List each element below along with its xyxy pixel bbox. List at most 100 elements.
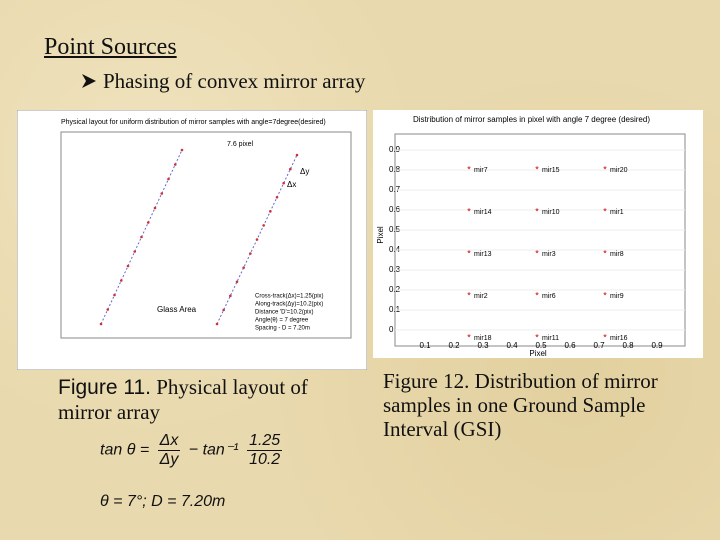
y-tick-label: 0.1: [389, 305, 401, 314]
sample-label: mir6: [542, 293, 556, 300]
sample-marker: *: [603, 206, 607, 216]
x-tick-label: 0.8: [622, 341, 634, 350]
y-tick-label: 0.2: [389, 285, 401, 294]
mirror-dot: [133, 250, 137, 253]
x-tick-label: 0.2: [448, 341, 460, 350]
legend-line: Cross-track(Δx)=1.25(pix): [255, 294, 324, 300]
eq-den: 10.2: [249, 451, 281, 468]
sample-label: mir15: [542, 167, 560, 174]
equation: θ = 7°; D = 7.20m: [100, 493, 226, 510]
annotation: Δx: [287, 180, 296, 189]
mirror-dot: [289, 167, 292, 171]
x-tick-label: 0.7: [593, 341, 605, 350]
mirror-dot: [160, 192, 164, 195]
mirror-dot: [99, 322, 103, 326]
mirror-dot: [173, 163, 177, 166]
sample-label: mir1: [610, 209, 624, 216]
x-tick-label: 0.1: [419, 341, 431, 350]
sample-marker: *: [603, 290, 607, 300]
sample-marker: *: [467, 290, 471, 300]
y-tick-label: 0: [389, 325, 394, 334]
caption-text: Distribution of mirror samples in one Gr…: [383, 369, 658, 441]
mirror-dot: [262, 224, 265, 227]
mirror-dot: [106, 308, 110, 311]
mirror-dot: [269, 210, 272, 213]
mirror-dot: [242, 266, 245, 269]
caption-text: Physical layout of mirror array: [58, 375, 308, 424]
y-tick-label: 0.6: [389, 205, 401, 214]
caption: Figure 12. Distribution of mirror sample…: [383, 369, 693, 441]
sample-label: mir16: [610, 335, 628, 342]
x-tick-label: 0.4: [506, 341, 518, 350]
sample-label: mir8: [610, 251, 624, 258]
sample-marker: *: [467, 248, 471, 258]
eq-num: Δx: [157, 432, 181, 451]
sample-marker: *: [535, 290, 539, 300]
sample-label: mir13: [474, 251, 492, 258]
sample-marker: *: [603, 164, 607, 174]
y-tick-label: 0.5: [389, 225, 401, 234]
sample-marker: *: [467, 206, 471, 216]
y-tick-label: 0.7: [389, 185, 401, 194]
mirror-dot: [180, 148, 184, 152]
legend-line: Angle(θ) = 7 degree: [255, 318, 309, 324]
mirror-dot: [140, 235, 143, 239]
equation: tan θ = Δx Δy − tan⁻¹ 1.25 10.2: [100, 432, 286, 469]
legend-line: Along-track(Δy)=10.2(pix): [255, 302, 323, 308]
mirror-dot: [119, 279, 123, 282]
sample-marker: *: [535, 164, 539, 174]
sample-label: mir9: [610, 293, 624, 300]
caption: Figure 11. Physical layout of mirror arr…: [58, 375, 358, 424]
mirror-dot: [235, 280, 239, 284]
figure-12-image: Distribution of mirror samples in pixel …: [373, 110, 703, 358]
sample-marker: *: [603, 248, 607, 258]
mirror-dot: [295, 153, 299, 157]
mirror-dot: [113, 293, 116, 297]
mirror-dot: [275, 195, 279, 199]
x-tick-label: 0.9: [651, 341, 663, 350]
mirror-dot: [215, 322, 219, 326]
figure-title: Physical layout for uniform distribution…: [61, 119, 326, 126]
figure-11-image: Physical layout for uniform distribution…: [17, 110, 367, 370]
mirror-dot: [146, 221, 150, 224]
sample-label: mir10: [542, 209, 560, 216]
eq-num: 1.25: [247, 432, 283, 451]
sample-label: mir7: [474, 167, 488, 174]
sample-marker: *: [467, 332, 471, 342]
y-tick-label: 0.8: [389, 165, 401, 174]
x-axis-label: Pixel: [529, 349, 547, 358]
sample-marker: *: [535, 332, 539, 342]
annotation: Glass Area: [157, 305, 197, 314]
x-tick-label: 0.6: [564, 341, 576, 350]
mirror-dot: [126, 264, 130, 268]
annotation: 7.6 pixel: [227, 141, 254, 148]
caption-label: Figure 11.: [58, 376, 151, 399]
annotation: Δy: [300, 167, 309, 176]
x-tick-label: 0.3: [477, 341, 489, 350]
bullet-arrow: [82, 74, 96, 88]
mirror-dot: [229, 294, 232, 298]
sample-label: mir3: [542, 251, 556, 258]
mirror-dot: [167, 177, 170, 181]
caption-label: Figure 12.: [383, 369, 470, 393]
eq-lhs: tan θ =: [100, 441, 150, 459]
legend-line: Spacing - D = 7.20m: [255, 326, 310, 332]
sample-marker: *: [535, 248, 539, 258]
y-tick-label: 0.4: [389, 245, 401, 254]
sample-label: mir20: [610, 167, 628, 174]
title: Point Sources: [44, 34, 177, 60]
figure-title: Distribution of mirror samples in pixel …: [413, 115, 650, 124]
mirror-dot: [282, 181, 285, 185]
sample-marker: *: [603, 332, 607, 342]
sample-label: mir14: [474, 209, 492, 216]
legend-line: Distance 'D'=10.2(pix): [255, 310, 313, 316]
y-tick-label: 0.3: [389, 265, 401, 274]
y-axis-label: Pixel: [376, 226, 385, 244]
sample-marker: *: [535, 206, 539, 216]
mirror-dot: [153, 206, 157, 210]
sample-label: mir2: [474, 293, 488, 300]
sample-label: mir18: [474, 335, 492, 342]
subtitle: Phasing of convex mirror array: [103, 69, 366, 93]
eq-op: − tan⁻¹: [188, 441, 239, 459]
